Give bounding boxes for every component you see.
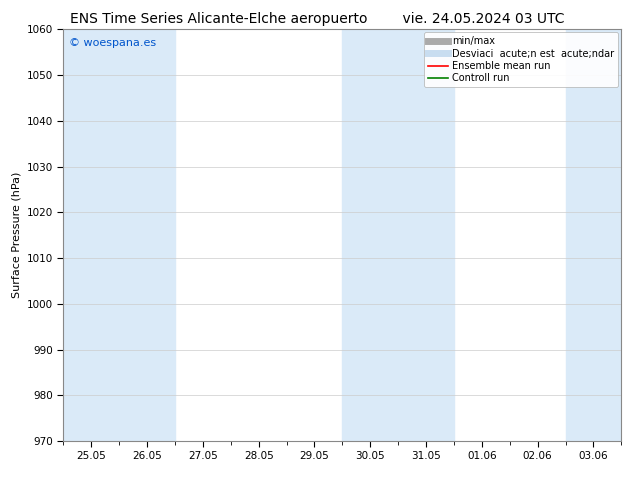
Text: ENS Time Series Alicante-Elche aeropuerto        vie. 24.05.2024 03 UTC: ENS Time Series Alicante-Elche aeropuert… [70,12,564,26]
Bar [342,29,454,441]
Bar [63,29,175,441]
Bar [566,29,621,441]
Text: © woespana.es: © woespana.es [69,38,156,48]
Legend: min/max, Desviaci  acute;n est  acute;ndar, Ensemble mean run, Controll run: min/max, Desviaci acute;n est acute;ndar… [424,32,618,87]
Y-axis label: Surface Pressure (hPa): Surface Pressure (hPa) [11,172,21,298]
